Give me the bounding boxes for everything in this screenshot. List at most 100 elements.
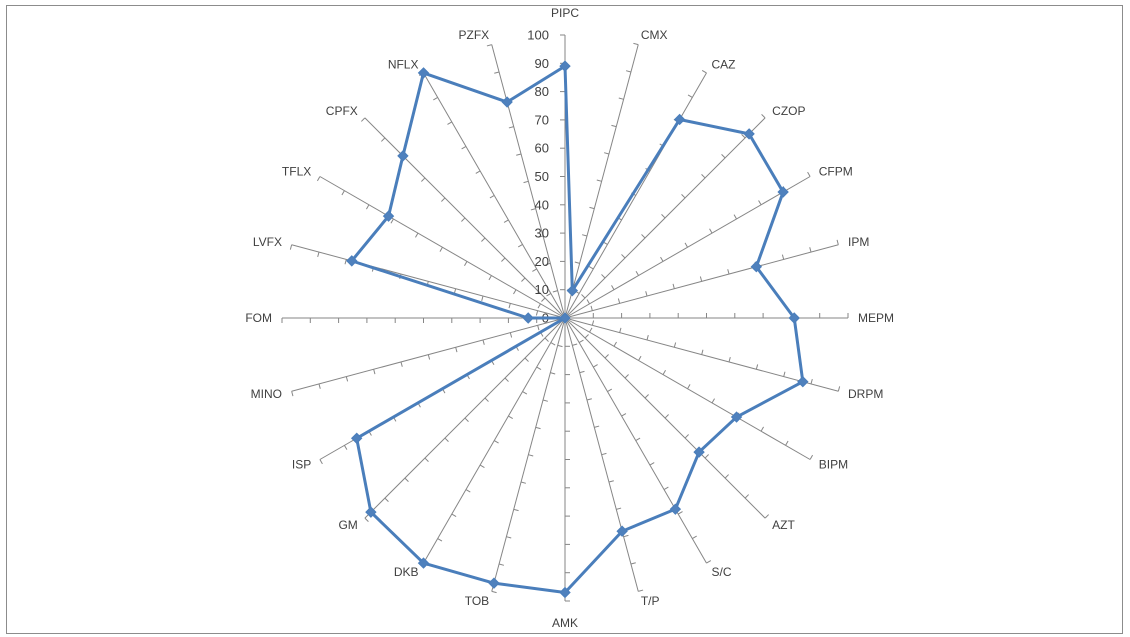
tick-mark [589, 206, 595, 210]
data-point-t-p [616, 525, 628, 537]
tick-mark [360, 117, 366, 122]
tick-mark [491, 590, 497, 594]
axis-label-cpfx: CPFX [326, 104, 358, 118]
tick-mark [588, 266, 594, 270]
tick-mark [481, 237, 486, 242]
tick-mark [701, 174, 706, 179]
tick-mark [494, 71, 500, 74]
data-point-azt [693, 446, 705, 458]
tick-mark [624, 374, 629, 379]
tick-mark [528, 454, 534, 457]
tick-mark [616, 507, 622, 510]
tick-mark [701, 349, 704, 355]
tick-mark [488, 275, 492, 281]
tick-mark [724, 474, 729, 479]
tick-mark [810, 378, 813, 385]
axis-label-mepm: MEPM [858, 311, 894, 325]
tick-mark [623, 534, 629, 538]
tick-mark [521, 277, 526, 282]
tick-mark [421, 177, 426, 182]
tick-mark [484, 397, 489, 402]
tick-mark [461, 146, 467, 150]
tick-mark [699, 276, 703, 282]
radial-tick-label: 50 [535, 169, 549, 184]
tick-mark [673, 342, 677, 348]
tick-mark [574, 261, 580, 264]
tick-mark [709, 228, 713, 234]
radial-tick-label: 70 [535, 112, 549, 127]
data-point-nflx [417, 67, 430, 79]
axis-label-lvfx: LVFX [253, 235, 282, 249]
tick-mark [581, 294, 586, 299]
tick-mark [764, 514, 770, 519]
tick-mark [537, 303, 541, 309]
tick-mark [677, 511, 683, 515]
tick-mark [552, 290, 558, 293]
tick-mark [341, 190, 345, 196]
tick-mark [544, 337, 549, 342]
tick-mark [781, 254, 785, 260]
tick-mark [684, 242, 688, 248]
data-point-cfpm [777, 186, 789, 198]
tick-mark [316, 176, 321, 182]
tick-mark [464, 261, 468, 266]
tick-mark [618, 97, 624, 100]
tick-mark [384, 497, 389, 502]
tick-mark [758, 200, 762, 206]
tick-mark [516, 153, 522, 156]
tick-mark [444, 437, 449, 442]
tick-mark [617, 298, 621, 304]
data-point-fom [522, 312, 534, 324]
tick-mark [603, 152, 610, 155]
axis-label-isp: ISP [292, 458, 311, 472]
tick-mark [635, 437, 641, 441]
tick-mark [373, 369, 376, 375]
tick-mark [586, 398, 592, 401]
tick-mark [687, 384, 691, 390]
axis-line-nflx [423, 72, 566, 319]
tick-mark [681, 194, 686, 199]
tick-mark [498, 563, 505, 566]
tick-mark [594, 425, 600, 428]
tick-mark [601, 452, 607, 456]
tick-mark [638, 589, 644, 592]
data-point-tflx [382, 210, 395, 222]
tick-mark [424, 457, 429, 462]
tick-mark [593, 364, 598, 368]
tick-mark [621, 254, 626, 259]
tick-mark [586, 299, 590, 305]
tick-mark [535, 426, 541, 430]
tick-mark [661, 214, 666, 219]
data-point-s-c [669, 503, 682, 515]
data-point-cpfx [397, 150, 409, 162]
tick-mark [584, 334, 589, 339]
tick-mark [550, 372, 556, 375]
tick-mark [663, 486, 669, 490]
tick-mark [607, 388, 613, 392]
data-point-cmx [566, 284, 579, 297]
data-point-pipc [559, 60, 571, 72]
tick-mark [509, 332, 513, 338]
tick-mark [608, 480, 614, 483]
tick-mark [611, 124, 617, 128]
data-point-pzfx [501, 96, 513, 108]
tick-mark [579, 370, 585, 374]
tick-mark [400, 361, 403, 367]
tick-mark [619, 327, 622, 333]
tick-mark [455, 347, 458, 353]
tick-mark [508, 415, 513, 419]
tick-mark [504, 377, 509, 382]
tick-mark [439, 246, 443, 252]
axis-label-tob: TOB [465, 594, 489, 608]
axis-label-fom: FOM [245, 311, 272, 325]
tick-mark [464, 417, 469, 422]
axis-label-caz: CAZ [712, 57, 736, 71]
data-point-amk [559, 586, 571, 599]
tick-mark [646, 335, 649, 341]
tick-mark [687, 94, 693, 98]
tick-mark [672, 283, 675, 289]
tick-mark [660, 256, 664, 262]
tick-mark [557, 344, 563, 348]
tick-mark [522, 391, 528, 395]
